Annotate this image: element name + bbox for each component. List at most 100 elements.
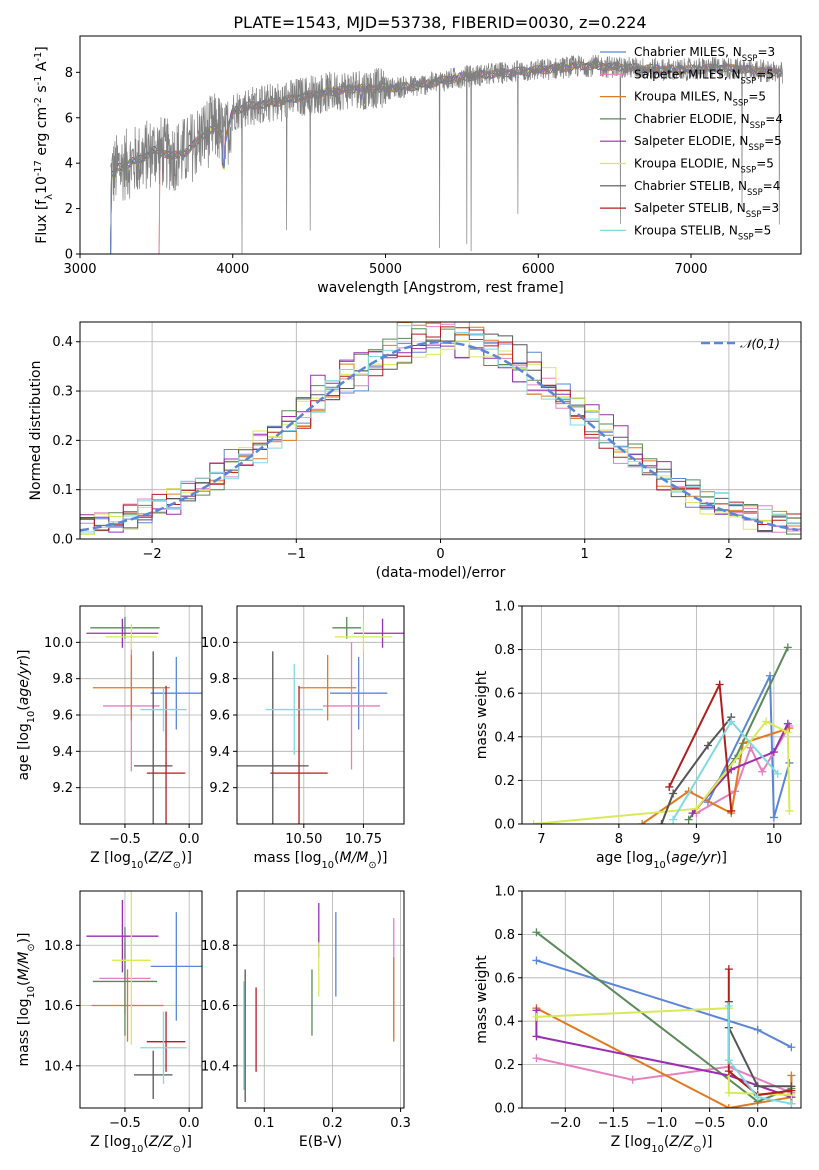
x-tick-label: −0.5	[109, 1116, 141, 1131]
axes-frame	[236, 890, 405, 1109]
y-tick-label: 9.6	[209, 709, 230, 724]
y-tick-label: 0.3	[52, 385, 73, 400]
errorbar-salpeter-elodie	[86, 900, 159, 973]
y-tick-label: 1.0	[494, 600, 515, 615]
weight-marker	[669, 815, 678, 824]
errorbar-chabrier-miles	[330, 656, 388, 730]
legend-label: Salpeter STELIB, NSSP=3	[634, 201, 779, 219]
y-tick-label: 8	[65, 66, 73, 81]
y-tick-label: 1.0	[494, 885, 515, 900]
y-tick-label: 9.4	[209, 745, 230, 760]
weight-marker	[638, 820, 647, 824]
plot-area	[237, 616, 404, 824]
errorbar-kroupa-miles	[92, 655, 170, 721]
y-tick-label: 9.6	[52, 709, 73, 724]
y-tick-label: 0.2	[494, 1058, 515, 1073]
axes-mass_vs_EBV: 0.1 0.2 0.3 10.4 10.6 10.8 E(B-V)	[201, 890, 411, 1150]
legend-label: Kroupa STELIB, NSSP=5	[634, 223, 771, 241]
histogram-chabrier-stelib	[80, 332, 801, 532]
weight-marker	[787, 1071, 796, 1080]
weight-marker	[783, 643, 792, 652]
legend-label: Kroupa MILES, NSSP=5	[634, 90, 766, 108]
weight-marker	[758, 767, 767, 776]
y-tick-label: 10.6	[201, 999, 230, 1014]
errorbar-chabrier-elodie	[332, 616, 362, 639]
x-tick-label: 0.1	[254, 1116, 275, 1131]
x-tick-label: −2	[143, 547, 162, 562]
weight-marker	[684, 815, 693, 824]
y-tick-label: 10.4	[44, 1059, 73, 1074]
y-axis-label: age [log10(age/yr)]	[16, 649, 37, 780]
y-tick-label: 10.6	[44, 999, 73, 1014]
weight-marker	[715, 680, 724, 689]
y-tick-label: 0.4	[52, 335, 73, 350]
weight-series-salpeter-elodie	[688, 719, 792, 818]
x-tick-label: 10.75	[345, 832, 382, 847]
x-tick-label: 6000	[522, 262, 555, 277]
y-tick-label: 9.8	[209, 672, 230, 687]
x-tick-label: 9	[692, 832, 700, 847]
x-tick-label: 8	[615, 832, 623, 847]
weight-marker	[532, 1032, 541, 1041]
weight-series-kroupa-elodie	[529, 717, 794, 824]
plot-area	[86, 616, 202, 824]
errorbar-salpeter-elodie	[86, 618, 159, 648]
y-tick-label: 0	[65, 248, 73, 263]
errorbar-kroupa-stelib	[140, 1011, 187, 1084]
x-tick-label: 0.0	[747, 1116, 768, 1131]
weight-marker	[727, 717, 736, 726]
errorbar-kroupa-stelib	[265, 664, 323, 755]
weight-marker	[753, 1025, 762, 1034]
axes-weight_vs_Z: −2.0 −1.5 −1.0 −0.5 0.0 0.0 0.2 0.4 0.6 0.8 1.0 Z […	[474, 885, 802, 1155]
weight-line	[660, 716, 733, 824]
errorbar-salpeter-stelib	[270, 685, 328, 824]
errorbar-salpeter-stelib	[146, 685, 186, 824]
plot-area	[80, 322, 801, 535]
weight-marker	[657, 820, 666, 824]
y-tick-label: 0.8	[494, 643, 515, 658]
x-tick-label: 1	[581, 547, 589, 562]
y-tick-label: 6	[65, 111, 73, 126]
weight-marker	[529, 820, 538, 824]
weight-line	[695, 725, 791, 814]
weight-line	[641, 727, 790, 824]
legend: Chabrier MILES, NSSP=3 Salpeter MILES, NS…	[600, 45, 783, 241]
plot-area	[86, 891, 202, 1099]
weight-line	[707, 675, 791, 818]
y-axis-label: Flux [fλ10-17 erg cm-2 s-1 A-1]	[33, 46, 55, 243]
axes-mass_vs_Z: −0.5 0.0 10.4 10.6 10.8 Z [log10(Z/Z⊙)] mass […	[16, 890, 203, 1155]
x-tick-label: 10	[766, 832, 783, 847]
weight-marker	[724, 1067, 733, 1076]
weight-series-salpeter-stelib	[665, 680, 736, 815]
errorbar-kroupa-stelib	[140, 687, 187, 732]
y-tick-label: 10.8	[201, 939, 230, 954]
errorbar-chabrier-miles	[150, 912, 202, 1021]
weight-line	[536, 959, 792, 1049]
errorbar-chabrier-stelib	[133, 1050, 173, 1099]
weight-series-chabrier-miles	[532, 956, 796, 1052]
weight-marker	[724, 965, 733, 974]
weight-marker	[669, 789, 678, 798]
x-tick-label: 10.50	[285, 832, 322, 847]
x-tick-label: 0.2	[322, 1116, 343, 1131]
legend-label: Salpeter ELODIE, NSSP=5	[634, 134, 782, 152]
weight-marker	[783, 719, 792, 728]
plot-area	[110, 54, 784, 254]
y-tick-label: 2	[65, 202, 73, 217]
errorbar-salpeter-stelib	[146, 1011, 186, 1072]
weight-marker	[783, 728, 792, 737]
y-tick-label: 0.4	[494, 730, 515, 745]
y-tick-label: 0.2	[52, 434, 73, 449]
weight-marker	[753, 1082, 762, 1091]
x-tick-label: 5000	[369, 262, 402, 277]
histogram-kroupa-elodie	[80, 340, 801, 535]
weight-marker	[787, 1099, 796, 1108]
plot-area	[529, 643, 794, 824]
x-tick-label: 0.0	[179, 1116, 200, 1131]
x-tick-label: 4000	[216, 262, 249, 277]
weight-marker	[532, 956, 541, 965]
axes-frame	[79, 890, 203, 1109]
x-axis-label: mass [log10(M/M⊙)]	[253, 850, 387, 871]
y-tick-label: 0.6	[494, 971, 515, 986]
